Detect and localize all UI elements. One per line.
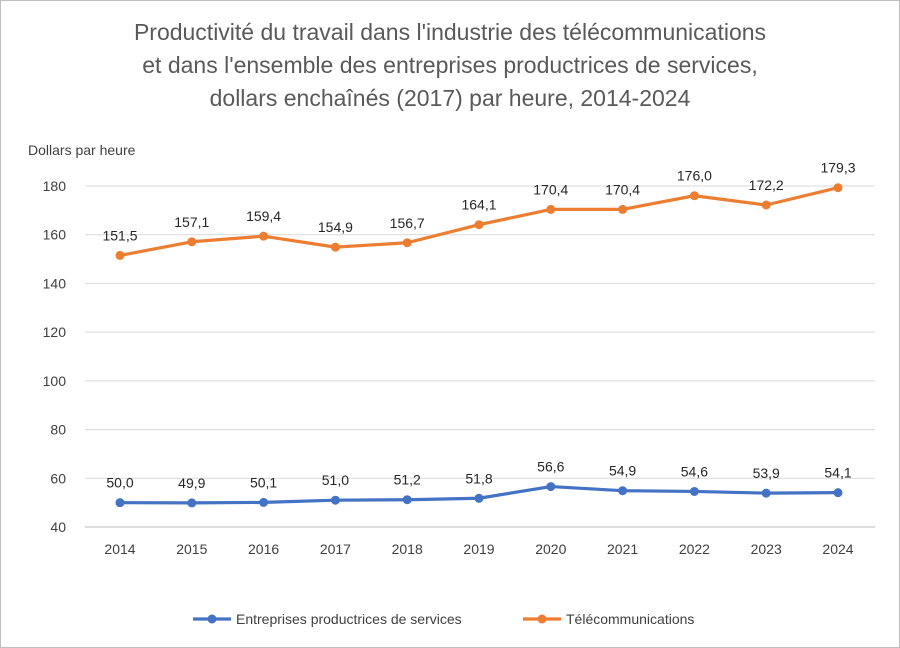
legend-marker [207, 614, 217, 624]
data-point [187, 237, 197, 247]
y-tick-label: 100 [43, 373, 67, 389]
y-tick-label: 40 [50, 519, 66, 535]
data-point [761, 200, 771, 210]
data-label: 54,9 [609, 463, 636, 479]
x-tick-label: 2017 [320, 541, 351, 557]
chart-title-line-2: et dans l'ensemble des entreprises produ… [142, 52, 757, 78]
data-point [689, 191, 699, 201]
data-label: 51,2 [394, 472, 421, 488]
y-axis-label: Dollars par heure [28, 142, 136, 158]
data-label: 54,6 [681, 463, 708, 479]
x-tick-label: 2024 [822, 541, 853, 557]
x-tick-label: 2021 [607, 541, 638, 557]
series-0: 50,0 49,9 50,1 51,0 51,2 51,8 56,6 54,9 54,6 53,9… [106, 459, 852, 508]
x-tick-label: 2023 [751, 541, 782, 557]
x-tick-label: 2022 [679, 541, 710, 557]
data-label: 50,0 [106, 475, 133, 491]
data-label: 53,9 [753, 465, 780, 481]
x-tick-label: 2020 [535, 541, 566, 557]
data-label: 51,0 [322, 472, 349, 488]
data-point [761, 488, 771, 498]
data-label: 51,8 [465, 470, 492, 486]
y-tick-label: 60 [50, 470, 66, 486]
data-label: 170,4 [533, 181, 568, 197]
data-point [833, 183, 843, 193]
data-label: 54,1 [824, 465, 851, 481]
data-label: 170,4 [605, 181, 640, 197]
data-point [330, 242, 340, 252]
data-point [330, 495, 340, 505]
x-tick-label: 2018 [392, 541, 423, 557]
y-tick-label: 80 [50, 422, 66, 438]
data-point [474, 220, 484, 230]
data-label: 179,3 [820, 160, 855, 176]
legend-marker [537, 614, 547, 624]
chart-title-line-1: Productivité du travail dans l'industrie… [134, 19, 766, 45]
data-label: 157,1 [174, 214, 209, 230]
data-label: 176,0 [677, 168, 712, 184]
x-tick-label: 2014 [104, 541, 135, 557]
data-point [115, 250, 125, 260]
data-point [618, 204, 628, 214]
data-point [187, 498, 197, 508]
y-tick-label: 120 [43, 324, 67, 340]
legend-label: Entreprises productrices de services [236, 611, 462, 627]
x-tick-label: 2015 [176, 541, 207, 557]
data-point [259, 497, 269, 507]
data-point [546, 482, 556, 492]
data-point [474, 493, 484, 503]
data-point [259, 231, 269, 241]
series-1: 151,5 157,1 159,4 154,9 156,7 164,1 170,4 170,4… [102, 160, 856, 260]
data-point [115, 498, 125, 508]
data-label: 50,1 [250, 474, 277, 490]
chart-title-line-3: dollars enchaînés (2017) par heure, 2014… [210, 85, 691, 111]
data-label: 159,4 [246, 208, 281, 224]
data-label: 49,9 [178, 475, 205, 491]
data-point [833, 488, 843, 498]
y-tick-label: 160 [43, 227, 67, 243]
data-label: 151,5 [102, 227, 137, 243]
data-point [689, 486, 699, 496]
x-tick-label: 2019 [463, 541, 494, 557]
data-label: 156,7 [390, 215, 425, 231]
x-tick-label: 2016 [248, 541, 279, 557]
data-point [402, 238, 412, 248]
legend-item: Télécommunications [523, 611, 694, 627]
data-point [618, 486, 628, 496]
data-label: 154,9 [318, 219, 353, 235]
data-point [546, 204, 556, 214]
data-label: 56,6 [537, 459, 564, 475]
y-tick-label: 140 [43, 275, 67, 291]
data-point [402, 495, 412, 505]
data-label: 164,1 [461, 197, 496, 213]
data-label: 172,2 [749, 177, 784, 193]
legend-label: Télécommunications [566, 611, 694, 627]
legend-item: Entreprises productrices de services [193, 611, 462, 627]
y-tick-label: 180 [43, 178, 67, 194]
